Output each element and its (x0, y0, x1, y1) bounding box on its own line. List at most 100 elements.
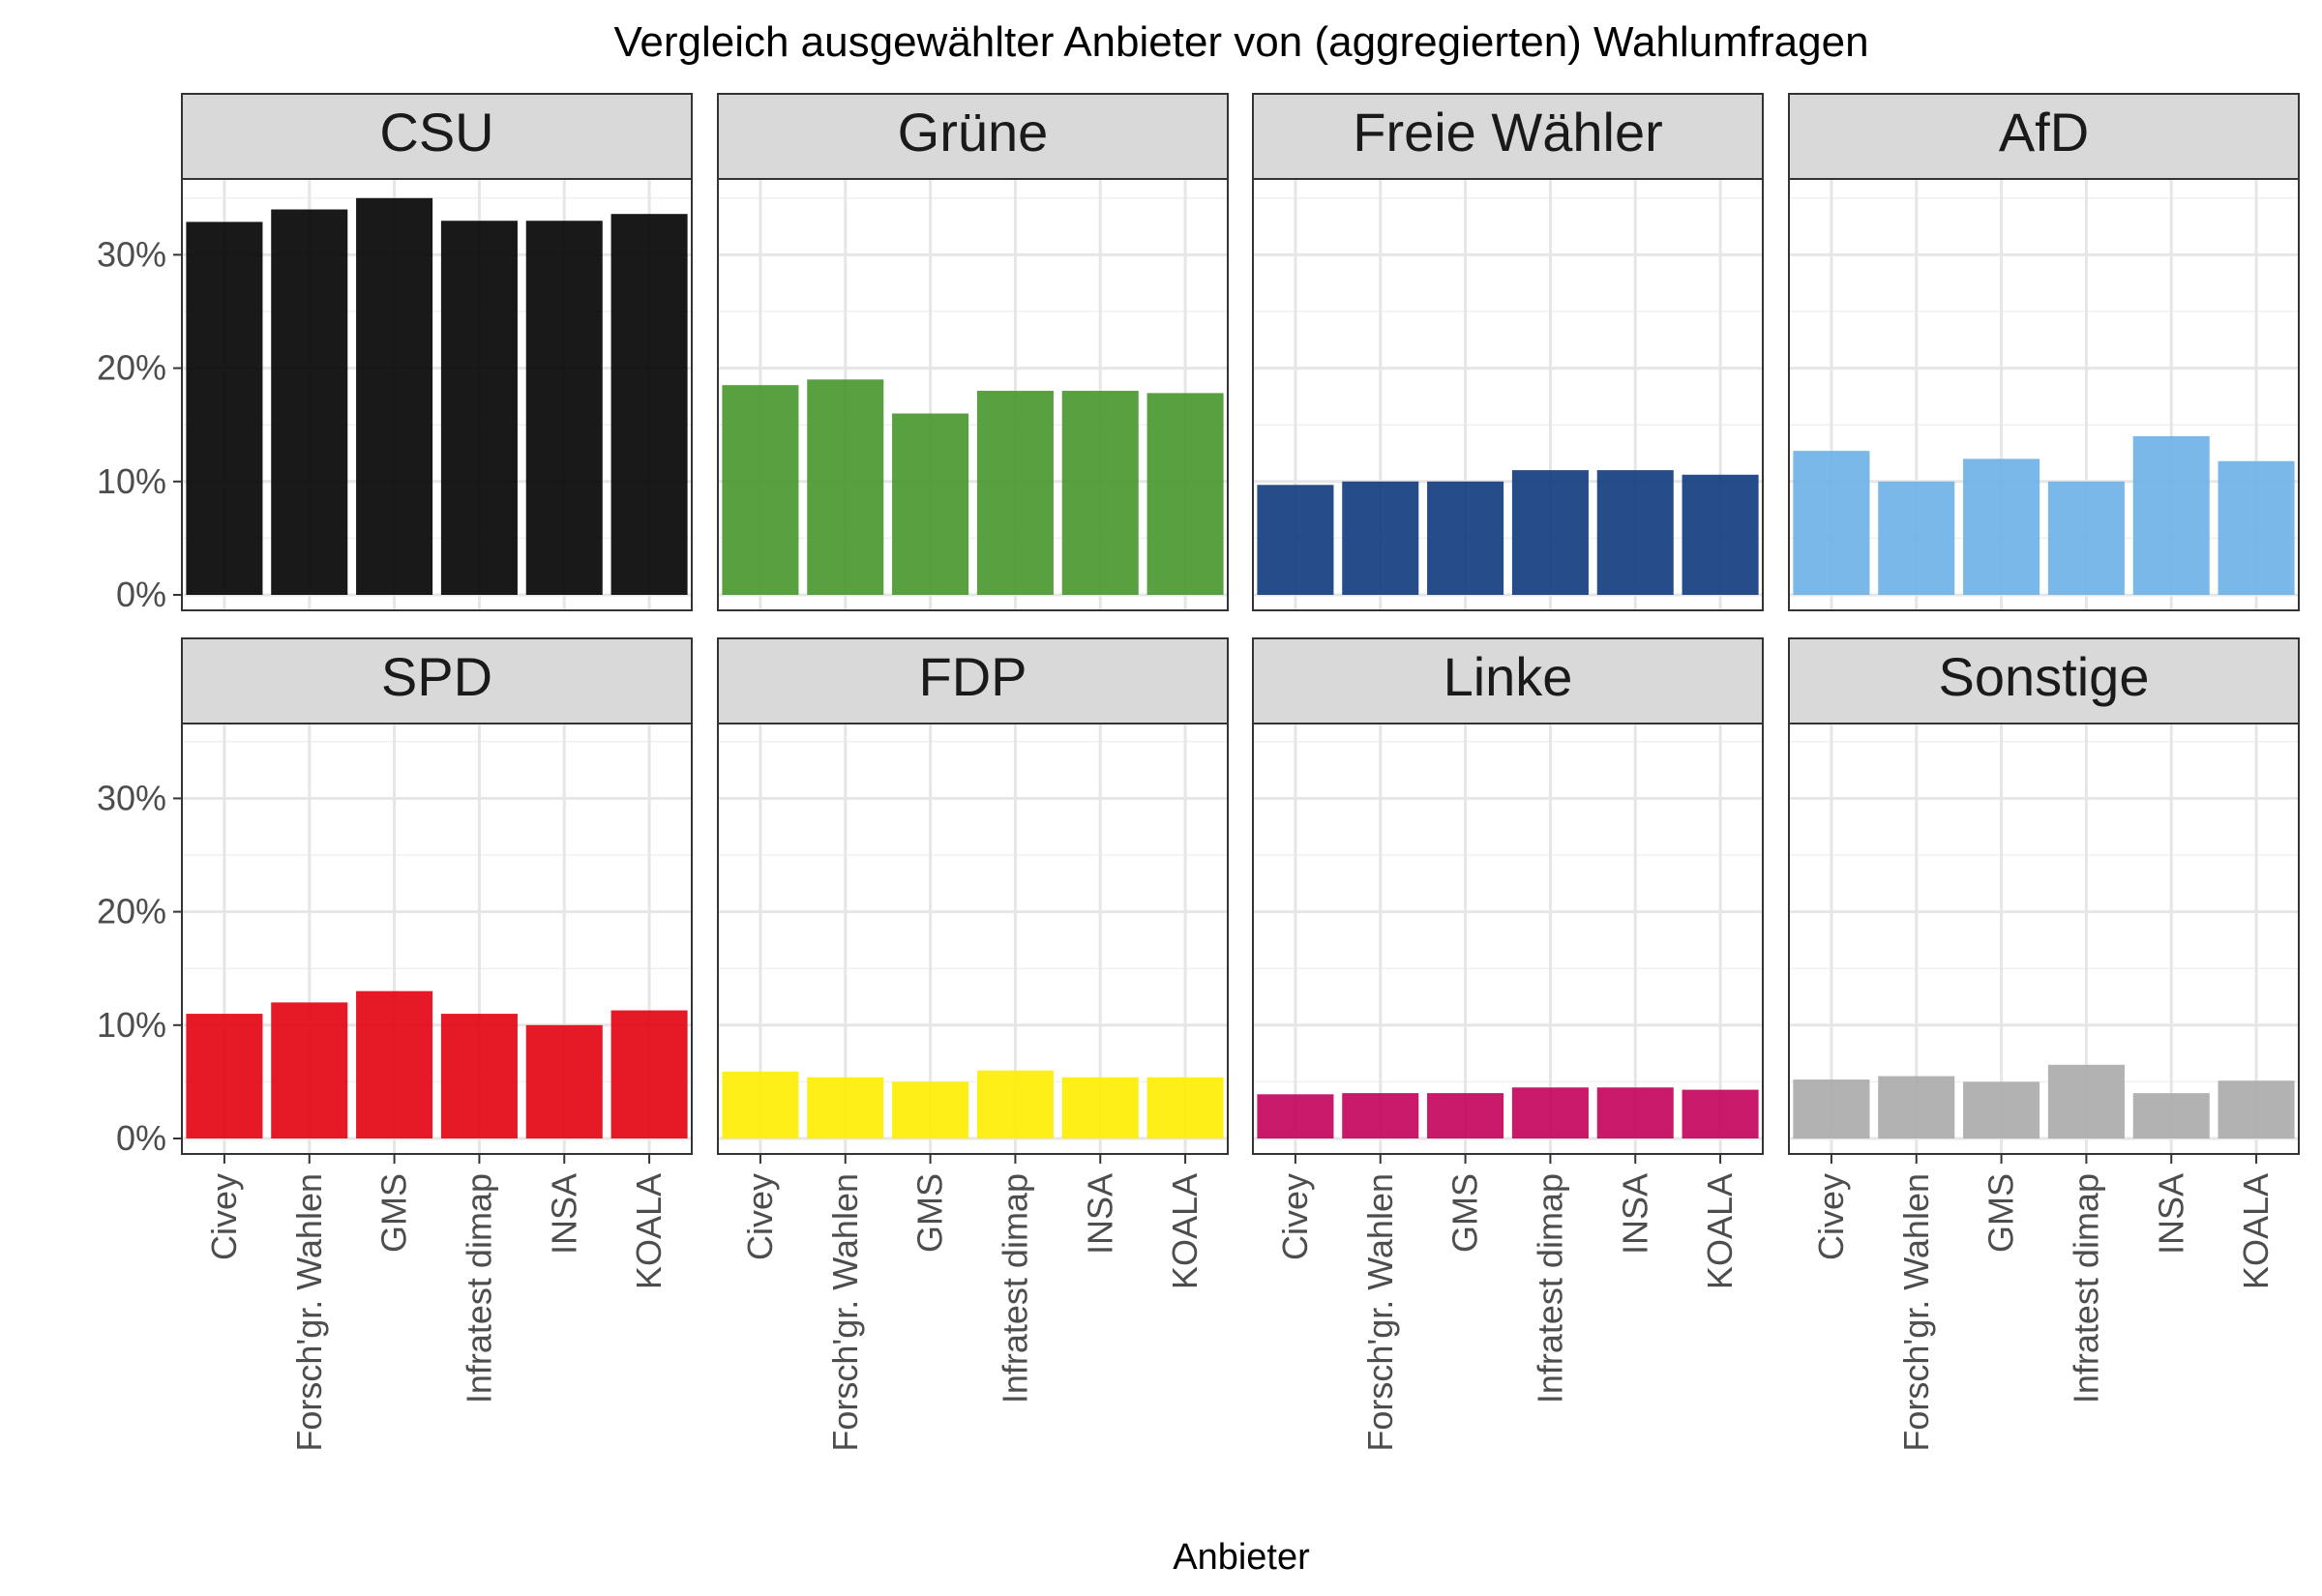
panel-border (1252, 178, 1764, 611)
x-tick-label: GMS (374, 1173, 414, 1253)
x-axis-label: Anbieter (1173, 1537, 1310, 1578)
bar (525, 221, 603, 596)
panel: Sonstige Civey Forsch'gr. Wahlen GMS Infrate… (1788, 637, 2300, 1452)
bar (1257, 1094, 1334, 1138)
bar (2047, 481, 2125, 595)
bar (1963, 1081, 2040, 1138)
bar (892, 413, 969, 595)
bar (271, 1002, 348, 1138)
bar (1793, 451, 1870, 595)
x-tick-label: Civey (1811, 1173, 1851, 1260)
bar (1878, 1076, 1955, 1138)
panel-strip-label: Sonstige (1939, 646, 2150, 707)
x-tick-label: Infratest dimap (2066, 1173, 2105, 1404)
bar (440, 221, 518, 596)
bar (1342, 1093, 1419, 1138)
y-tick-label: 20% (97, 892, 166, 931)
x-tick-label: KOALA (629, 1173, 669, 1289)
x-tick-label: Forsch'gr. Wahlen (1896, 1173, 1936, 1452)
panel-strip (1252, 637, 1764, 724)
x-tick-label: Infratest dimap (459, 1173, 498, 1404)
panel: SPD 0% 10% 20% 30% Civey Forsch'gr. Wahlen GMS I… (97, 637, 693, 1452)
bar (722, 385, 799, 595)
bar (186, 222, 263, 596)
bar (356, 197, 433, 596)
panel-border (717, 178, 1229, 611)
bar (1427, 481, 1504, 595)
panels: CSU 0% 10% 20% 30% Grüne Freie Wähler AfD SPD 0% 1… (97, 93, 2300, 1452)
bar (1878, 481, 1955, 595)
bar (1511, 470, 1589, 595)
bar (2132, 435, 2210, 595)
y-tick-label: 0% (116, 575, 166, 614)
panel-border (1252, 723, 1764, 1155)
bar (1596, 470, 1674, 595)
bar (610, 214, 688, 595)
bar (807, 379, 884, 595)
panel-border (1788, 723, 2300, 1155)
bar (525, 1024, 603, 1138)
bar (1793, 1079, 1870, 1138)
x-tick-label: GMS (1981, 1173, 2021, 1253)
x-tick-label: KOALA (2236, 1173, 2276, 1289)
panel-border (181, 723, 693, 1155)
bar (1682, 1089, 1759, 1138)
x-tick-label: Forsch'gr. Wahlen (1360, 1173, 1400, 1452)
bar (356, 990, 433, 1138)
panel: AfD (1788, 93, 2300, 611)
bar (2047, 1064, 2125, 1138)
x-tick-label: Civey (740, 1173, 780, 1260)
x-tick-label: KOALA (1165, 1173, 1205, 1289)
bar (722, 1071, 799, 1138)
panel: CSU 0% 10% 20% 30% (97, 93, 693, 614)
y-tick-label: 30% (97, 778, 166, 817)
panel-strip-label: SPD (381, 646, 492, 707)
x-tick-label: GMS (910, 1173, 950, 1253)
panel: Freie Wähler (1252, 93, 1764, 611)
bar (271, 209, 348, 595)
panel-strip-label: Grüne (898, 102, 1049, 163)
bar (976, 1070, 1054, 1138)
panel-strip (717, 93, 1229, 180)
bar (1342, 481, 1419, 595)
bar (807, 1077, 884, 1138)
bar (610, 1010, 688, 1138)
plot-background (1253, 724, 1763, 1154)
panel-strip-label: Freie Wähler (1353, 102, 1663, 163)
y-tick-label: 30% (97, 234, 166, 274)
x-tick-label: Civey (204, 1173, 244, 1260)
bar (1427, 1093, 1504, 1138)
panel: Grüne (717, 93, 1229, 611)
panel-strip (181, 93, 693, 180)
bar (440, 1014, 518, 1138)
bar (1146, 1077, 1224, 1138)
panel-strip-label: CSU (379, 102, 493, 163)
bar (1511, 1087, 1589, 1138)
bar (186, 1014, 263, 1138)
panel-strip (1788, 93, 2300, 180)
x-tick-label: INSA (1615, 1173, 1654, 1255)
bar (2218, 460, 2295, 595)
x-tick-label: GMS (1445, 1173, 1485, 1253)
bar (892, 1081, 969, 1138)
bar (2218, 1080, 2295, 1138)
y-tick-label: 20% (97, 348, 166, 388)
x-tick-label: Infratest dimap (995, 1173, 1034, 1404)
y-tick-label: 10% (97, 1005, 166, 1045)
x-tick-label: Infratest dimap (1530, 1173, 1569, 1404)
bar (1061, 1077, 1139, 1138)
panel-strip (1252, 93, 1764, 180)
panel-border (1788, 178, 2300, 611)
bar (1146, 393, 1224, 595)
bar (976, 391, 1054, 595)
panel-strip-label: AfD (1999, 102, 2089, 163)
panel-strip (181, 637, 693, 724)
bar (1257, 485, 1334, 595)
bar (1682, 474, 1759, 595)
x-tick-label: KOALA (1700, 1173, 1740, 1289)
bar (1963, 458, 2040, 595)
bar (1596, 1087, 1674, 1138)
chart-title: Vergleich ausgewählter Anbieter von (agg… (613, 18, 1868, 66)
panel: Linke Civey Forsch'gr. Wahlen GMS Infratest … (1252, 637, 1764, 1452)
